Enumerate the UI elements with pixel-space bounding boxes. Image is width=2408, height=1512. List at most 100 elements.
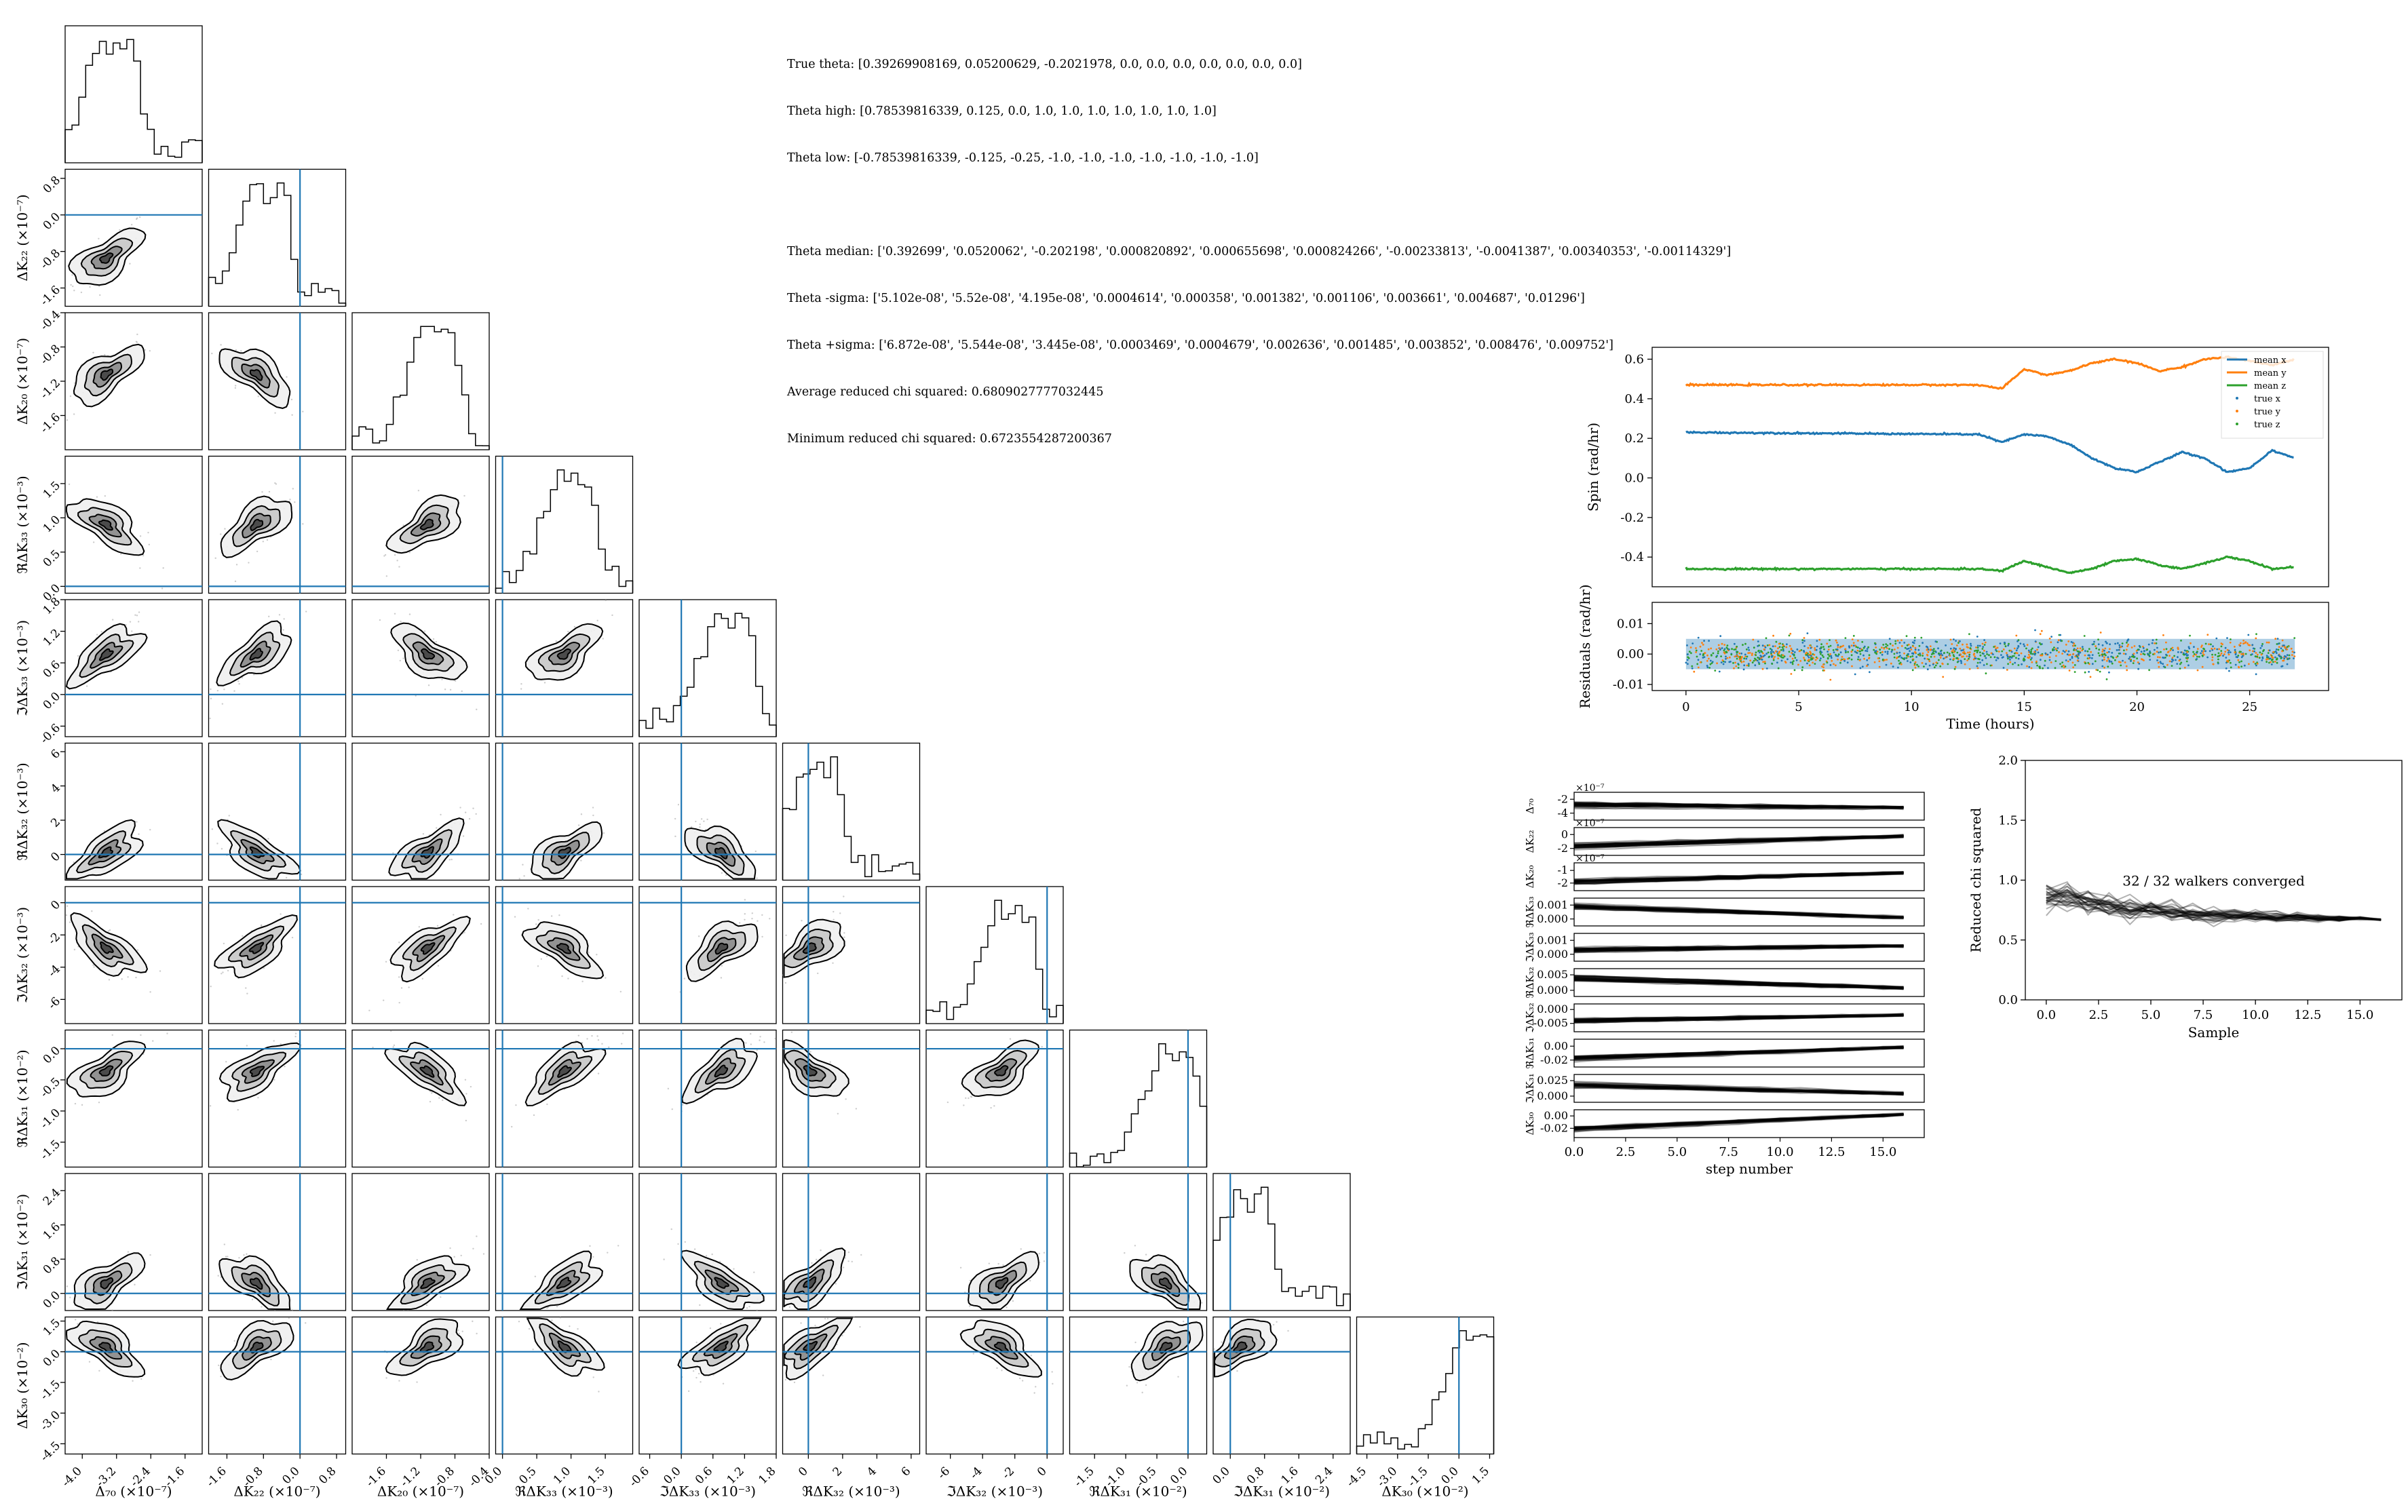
- sample-point: [138, 833, 140, 835]
- y-axis-label: ℑΔK₃₁ (×10⁻²): [14, 1194, 31, 1290]
- residual-point: [1839, 646, 1841, 648]
- residual-point: [1844, 637, 1847, 639]
- residual-point: [2109, 643, 2111, 646]
- sample-point: [839, 912, 841, 914]
- contour-level-3: [419, 1065, 435, 1078]
- residual-point: [1837, 646, 1839, 648]
- sample-point: [89, 286, 91, 288]
- walker-trace: [1573, 945, 1904, 951]
- residual-point: [1801, 639, 1804, 642]
- residual-point: [1866, 648, 1869, 650]
- residual-point: [1863, 657, 1866, 660]
- residual-point: [2158, 665, 2160, 668]
- sample-point: [534, 1275, 537, 1277]
- residual-point: [1782, 648, 1784, 651]
- sample-point: [843, 932, 845, 934]
- residual-point: [2167, 651, 2170, 653]
- corner-cell-6-6: [925, 886, 1064, 1024]
- x-tick-label: 1.8: [756, 1465, 778, 1487]
- residual-point: [2209, 650, 2211, 653]
- sample-point: [257, 395, 259, 398]
- sample-point: [1018, 1377, 1021, 1380]
- residual-point: [2154, 648, 2156, 651]
- sample-point: [733, 1268, 735, 1270]
- sample-point: [129, 621, 132, 623]
- residual-point: [1822, 646, 1824, 648]
- walker-trace: [1573, 945, 1904, 952]
- sample-point: [280, 1043, 282, 1045]
- residual-point: [1920, 636, 1923, 639]
- sample-point: [435, 641, 438, 643]
- walker-trace: [1574, 975, 1904, 988]
- residual-point: [2242, 642, 2244, 645]
- residual-point: [1690, 652, 1692, 655]
- panel-frame: [925, 1173, 1064, 1311]
- residual-point: [1744, 642, 1746, 645]
- residual-point: [1775, 650, 1777, 653]
- y-tick-label: 0.01: [1617, 617, 1644, 631]
- x-tick-label: 4: [864, 1465, 879, 1479]
- residual-point: [2036, 664, 2039, 667]
- walker-trace: [1573, 1013, 1904, 1020]
- residual-point: [2047, 667, 2049, 670]
- summary-text: True theta: [0.39269908169, 0.05200629, …: [787, 26, 1731, 463]
- sample-point: [74, 1102, 77, 1105]
- residual-point: [1793, 655, 1795, 657]
- residual-point: [2111, 662, 2114, 665]
- walker-trace: [1573, 1013, 1904, 1020]
- residual-point: [2206, 634, 2209, 636]
- walker-trace: [1573, 1047, 1904, 1060]
- residual-point: [2103, 658, 2105, 661]
- sample-point: [223, 1243, 226, 1245]
- residual-point: [2133, 659, 2135, 662]
- residual-point: [2026, 665, 2028, 667]
- sample-point: [91, 910, 93, 912]
- residual-point: [2187, 646, 2190, 648]
- residual-point: [2050, 661, 2052, 663]
- residual-point: [1907, 660, 1909, 662]
- walker-trace: [1573, 977, 1904, 989]
- residual-point: [1721, 642, 1723, 645]
- residual-point: [2053, 646, 2055, 648]
- residual-point: [2218, 648, 2221, 651]
- walker-trace: [1573, 945, 1904, 951]
- residual-point: [1725, 655, 1727, 658]
- sample-point: [577, 1034, 580, 1036]
- sample-point: [98, 1370, 100, 1372]
- residual-point: [2240, 642, 2242, 644]
- walker-trace: [1573, 978, 1904, 990]
- walker-trace: [1573, 834, 1904, 846]
- residual-point: [1810, 646, 1812, 649]
- sample-point: [1029, 1279, 1031, 1282]
- residual-point: [2267, 656, 2270, 659]
- residual-point: [2212, 645, 2214, 648]
- sample-point: [66, 905, 69, 907]
- residual-point: [1686, 653, 1689, 656]
- walker-frame: [1573, 1074, 1925, 1103]
- residual-point: [2130, 660, 2132, 662]
- walker-trace: [1574, 871, 1904, 880]
- residual-point: [2183, 649, 2186, 652]
- y-axis-label: ΔK₂₀ (×10⁻⁷): [14, 338, 31, 425]
- sample-point: [1030, 1355, 1033, 1357]
- sample-point: [619, 990, 622, 993]
- residual-point: [2126, 645, 2128, 648]
- sample-point: [142, 554, 145, 557]
- walker-trace: [1573, 1015, 1904, 1024]
- residual-point: [2061, 665, 2063, 667]
- residual-point: [2244, 653, 2247, 655]
- walker-trace: [1573, 805, 1904, 809]
- residual-point: [1878, 660, 1881, 663]
- residual-point: [2097, 643, 2100, 646]
- residual-point: [1772, 657, 1775, 659]
- residual-point: [2042, 667, 2044, 670]
- residual-point: [1854, 644, 1857, 647]
- residual-point: [1757, 645, 1759, 647]
- residual-point: [1975, 646, 1977, 648]
- residual-point: [2033, 652, 2036, 655]
- residual-point: [2087, 661, 2090, 664]
